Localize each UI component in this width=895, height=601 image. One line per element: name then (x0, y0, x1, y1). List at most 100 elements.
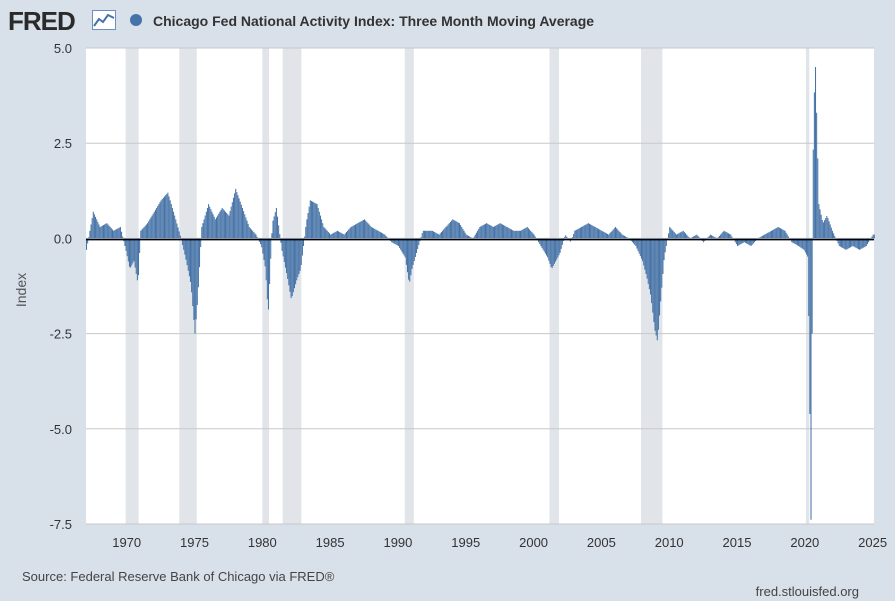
data-bar (689, 238, 691, 239)
data-bar (717, 237, 719, 239)
data-bar (551, 238, 553, 269)
data-bar (323, 226, 325, 239)
data-bar (669, 226, 671, 239)
data-bar (774, 228, 776, 239)
data-bar (864, 238, 866, 247)
data-bar (750, 238, 752, 247)
data-bar (779, 228, 781, 239)
data-bar (114, 230, 116, 239)
data-bar (820, 214, 822, 239)
data-bar (95, 216, 97, 239)
data-bar (541, 238, 543, 248)
data-bar (293, 238, 295, 289)
data-bar (723, 230, 725, 239)
data-bar (533, 234, 535, 239)
data-bar (634, 238, 636, 245)
data-bar (214, 219, 216, 239)
data-bar (859, 238, 861, 250)
data-bar (827, 218, 829, 239)
data-bar (253, 232, 255, 239)
data-bar (329, 233, 331, 239)
data-bar (440, 232, 442, 239)
data-bar (542, 238, 544, 250)
data-bar (581, 226, 583, 239)
data-bar (737, 238, 739, 247)
data-bar (628, 238, 630, 239)
data-bar (228, 215, 230, 239)
data-bar (503, 225, 505, 239)
fred-url[interactable]: fred.stlouisfed.org (755, 584, 859, 599)
data-bar (801, 238, 803, 249)
data-bar (552, 238, 554, 266)
data-bar (304, 236, 306, 239)
data-bar (166, 193, 168, 239)
data-bar (417, 238, 419, 250)
data-bar (235, 188, 237, 239)
data-bar (251, 229, 253, 239)
data-bar (851, 238, 853, 247)
fred-logo[interactable]: FRED (8, 6, 76, 36)
data-bar (816, 112, 818, 239)
chart-title[interactable]: Chicago Fed National Activity Index: Thr… (153, 13, 595, 29)
data-bar (301, 238, 303, 256)
recession-band (404, 48, 414, 524)
data-bar (271, 233, 273, 239)
data-bar (499, 223, 501, 239)
data-bar (687, 235, 689, 239)
data-bar (865, 238, 867, 247)
data-bar (623, 235, 626, 239)
data-bar (757, 238, 759, 239)
y-tick-label: 5.0 (54, 41, 72, 56)
data-bar (506, 226, 508, 239)
data-bar (861, 238, 863, 249)
data-bar (444, 228, 446, 239)
data-bar (863, 238, 865, 248)
data-bar (726, 232, 728, 239)
data-bar (241, 207, 244, 239)
x-tick-label: 2005 (587, 535, 616, 550)
data-bar (498, 223, 500, 239)
data-bar (458, 223, 461, 239)
data-bar (489, 225, 491, 239)
data-bar (98, 224, 100, 239)
data-bar (672, 230, 674, 239)
data-bar (735, 238, 737, 245)
data-bar (697, 235, 699, 239)
data-bar (540, 238, 542, 247)
data-bar (109, 226, 111, 239)
data-bar (587, 223, 589, 239)
data-bar (375, 229, 377, 239)
data-bar (714, 237, 716, 239)
data-bar (125, 238, 127, 251)
data-bar (505, 226, 507, 239)
data-bar (643, 238, 645, 266)
data-bar (151, 215, 153, 239)
data-bar (659, 238, 661, 316)
data-bar (448, 223, 450, 239)
data-bar (326, 230, 328, 239)
data-bar (622, 235, 624, 239)
data-bar (289, 238, 291, 292)
data-bar (345, 232, 347, 239)
data-bar (479, 226, 481, 239)
data-bar (187, 238, 189, 271)
data-bar (535, 238, 537, 239)
data-bar (334, 232, 336, 239)
data-bar (408, 238, 410, 280)
x-tick-label: 2015 (723, 535, 752, 550)
data-bar (324, 228, 326, 239)
data-bar (805, 238, 807, 255)
data-bar (382, 233, 384, 239)
data-bar (574, 230, 576, 239)
data-bar (486, 223, 488, 239)
data-bar (544, 238, 546, 254)
data-bar (137, 238, 140, 276)
data-bar (775, 228, 777, 239)
data-bar (157, 206, 159, 239)
data-bar (601, 230, 603, 239)
data-bar (287, 238, 289, 280)
data-bar (621, 234, 623, 239)
data-bar (512, 230, 514, 239)
data-bar (360, 221, 362, 239)
data-bar (327, 232, 329, 239)
